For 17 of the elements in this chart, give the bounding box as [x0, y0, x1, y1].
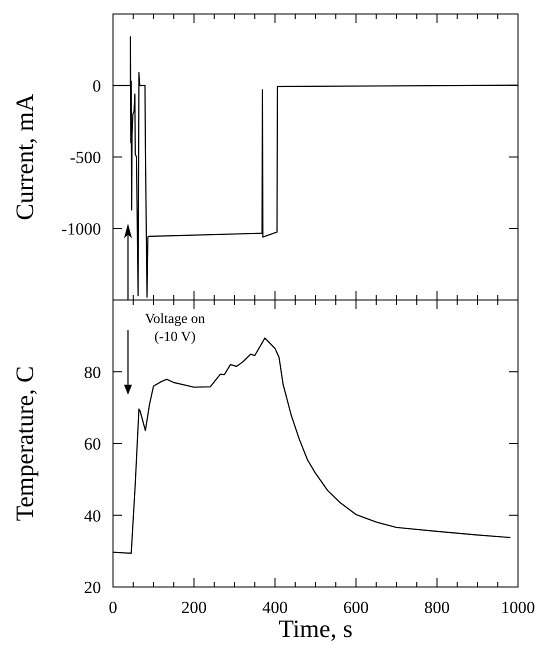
- x-tick-label: 0: [108, 598, 118, 617]
- y-tick-label: -500: [70, 148, 101, 167]
- annotation: Voltage on (-10 V): [144, 312, 205, 345]
- y-tick-label: 40: [84, 506, 101, 526]
- y-axis-title: Current, mA: [12, 94, 39, 220]
- x-tick-label: 600: [343, 598, 369, 617]
- y-tick-label: 60: [84, 434, 101, 454]
- y-tick-label: -1000: [61, 220, 101, 238]
- y-tick-label: 80: [84, 362, 101, 382]
- y-tick-label: 0: [92, 76, 101, 96]
- x-tick-label: 400: [262, 598, 288, 617]
- x-tick-label: 800: [424, 598, 450, 617]
- x-axis-title: Time, s: [278, 616, 353, 643]
- y-axis-title: Temperature, C: [12, 366, 39, 522]
- x-tick-label: 1000: [501, 598, 535, 617]
- x-tick-label: 200: [181, 598, 207, 617]
- y-tick-label: 20: [84, 578, 101, 597]
